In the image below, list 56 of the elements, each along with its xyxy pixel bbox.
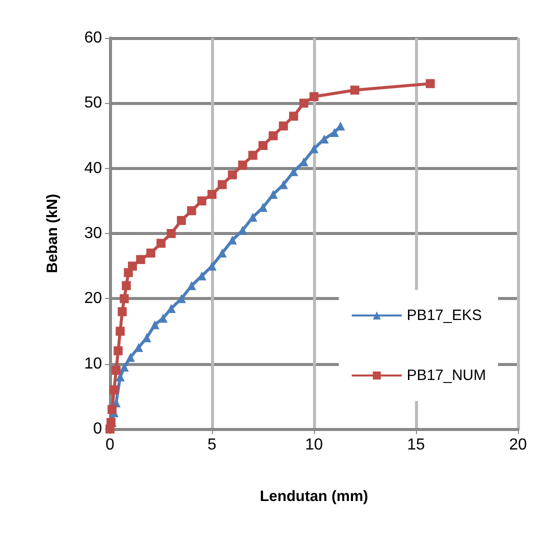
point <box>136 255 146 264</box>
point <box>350 86 360 95</box>
point <box>268 131 278 140</box>
point <box>228 170 237 180</box>
y-tick-label: 60 <box>84 30 102 46</box>
x-tick-label: 10 <box>305 436 323 454</box>
legend-label: PB17_EKS <box>406 307 482 324</box>
x-tick-label: 0 <box>106 436 115 454</box>
point <box>134 343 144 352</box>
point <box>310 144 318 154</box>
point <box>114 346 123 356</box>
point <box>208 190 216 199</box>
point <box>218 248 227 258</box>
point <box>187 281 196 290</box>
point <box>330 128 339 137</box>
point <box>166 229 176 238</box>
point <box>110 385 119 394</box>
x-tick-label: 20 <box>509 436 527 454</box>
x-axis-title: Lendutan (mm) <box>260 488 368 505</box>
point <box>187 206 196 216</box>
point <box>176 216 186 225</box>
point <box>258 141 268 150</box>
point <box>146 248 156 258</box>
point <box>112 366 121 375</box>
point <box>426 79 435 88</box>
point <box>197 196 206 206</box>
point <box>238 160 248 170</box>
y-tick-label: 10 <box>84 355 102 372</box>
legend-label: PB17_NUM <box>406 367 486 384</box>
point <box>116 326 125 336</box>
point <box>158 314 168 323</box>
point <box>120 362 129 372</box>
point <box>268 190 278 199</box>
point <box>120 294 129 304</box>
x-tick-label: 5 <box>208 436 217 454</box>
point <box>289 167 298 176</box>
y-tick-label: 30 <box>84 225 102 242</box>
y-axis-title: Beban (kN) <box>44 194 61 274</box>
point <box>289 112 298 121</box>
point <box>310 92 318 102</box>
point <box>218 180 227 190</box>
point <box>150 320 160 330</box>
point <box>248 150 258 160</box>
point <box>299 98 308 108</box>
point <box>278 121 288 130</box>
y-tick-label: 0 <box>93 420 102 438</box>
point <box>118 307 127 316</box>
point <box>128 262 137 271</box>
point <box>126 352 135 362</box>
point <box>156 238 166 248</box>
y-tick-label: 40 <box>84 160 102 177</box>
point <box>122 281 131 290</box>
y-tick-label: 50 <box>84 94 102 112</box>
point <box>108 404 117 414</box>
x-tick-label: 15 <box>407 436 425 454</box>
y-tick-label: 20 <box>84 290 102 308</box>
